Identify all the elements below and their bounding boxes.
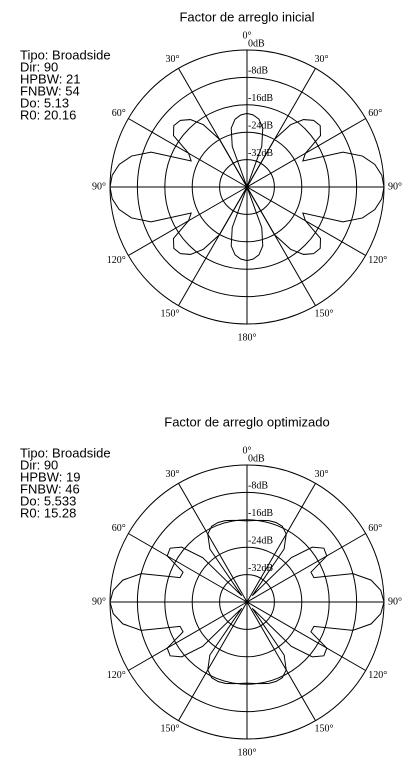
r-tick-label: -24dB bbox=[248, 120, 273, 131]
stat-text: HPBW: 21 bbox=[20, 71, 80, 86]
stat-text: Dir: 90 bbox=[20, 59, 58, 74]
angle-label: 0° bbox=[243, 30, 252, 41]
angle-label: 150° bbox=[315, 309, 334, 320]
stat-text: R0: 20.16 bbox=[20, 107, 76, 122]
angle-label: 180° bbox=[238, 747, 257, 758]
stat-text: Tipo: Broadside bbox=[20, 47, 111, 62]
angle-label: 150° bbox=[315, 724, 334, 735]
angle-label: 60° bbox=[368, 523, 382, 534]
angle-label: 30° bbox=[315, 54, 329, 65]
r-tick-label: 0dB bbox=[248, 38, 265, 49]
stat-text: Dir: 90 bbox=[20, 457, 58, 472]
angle-label: 120° bbox=[107, 670, 126, 681]
angle-label: 180° bbox=[238, 332, 257, 343]
stat-text: Do: 5.533 bbox=[20, 493, 76, 508]
chart-title: Factor de arreglo optimizado bbox=[164, 414, 329, 429]
r-tick-label: -8dB bbox=[248, 481, 268, 492]
angle-label: 150° bbox=[161, 309, 180, 320]
r-tick-label: -16dB bbox=[248, 93, 273, 104]
angle-label: 30° bbox=[315, 469, 329, 480]
angle-label: 90° bbox=[92, 596, 106, 607]
angle-label: 90° bbox=[388, 181, 402, 192]
spoke bbox=[246, 483, 316, 603]
r-tick-label: -16dB bbox=[248, 508, 273, 519]
r-tick-label: -24dB bbox=[248, 535, 273, 546]
spoke bbox=[178, 601, 248, 721]
stat-text: HPBW: 19 bbox=[20, 469, 80, 484]
angle-label: 150° bbox=[161, 724, 180, 735]
angle-label: 60° bbox=[112, 108, 126, 119]
pattern-curve bbox=[109, 519, 385, 685]
r-tick-label: -32dB bbox=[248, 148, 273, 159]
angle-label: 60° bbox=[368, 108, 382, 119]
stat-text: FNBW: 54 bbox=[20, 83, 80, 98]
angle-label: 90° bbox=[388, 596, 402, 607]
r-tick-label: 0dB bbox=[248, 453, 265, 464]
spoke bbox=[246, 533, 366, 603]
angle-label: 90° bbox=[92, 181, 106, 192]
spoke bbox=[128, 601, 248, 671]
spoke bbox=[178, 483, 248, 603]
spoke bbox=[128, 533, 248, 603]
r-tick-label: -32dB bbox=[248, 563, 273, 574]
r-tick-label: -8dB bbox=[248, 66, 268, 77]
stat-text: Tipo: Broadside bbox=[20, 445, 111, 460]
chart-title: Factor de arreglo inicial bbox=[179, 9, 314, 24]
angle-label: 30° bbox=[166, 469, 180, 480]
stat-text: Do: 5.13 bbox=[20, 95, 69, 110]
angle-label: 0° bbox=[243, 445, 252, 456]
stat-text: FNBW: 46 bbox=[20, 481, 80, 496]
angle-label: 120° bbox=[107, 255, 126, 266]
pattern-curve bbox=[109, 112, 385, 262]
spoke bbox=[246, 601, 366, 671]
stat-text: R0: 15.28 bbox=[20, 505, 76, 520]
angle-label: 30° bbox=[166, 54, 180, 65]
angle-label: 120° bbox=[368, 670, 387, 681]
angle-label: 120° bbox=[368, 255, 387, 266]
spoke bbox=[246, 601, 316, 721]
angle-label: 60° bbox=[112, 523, 126, 534]
